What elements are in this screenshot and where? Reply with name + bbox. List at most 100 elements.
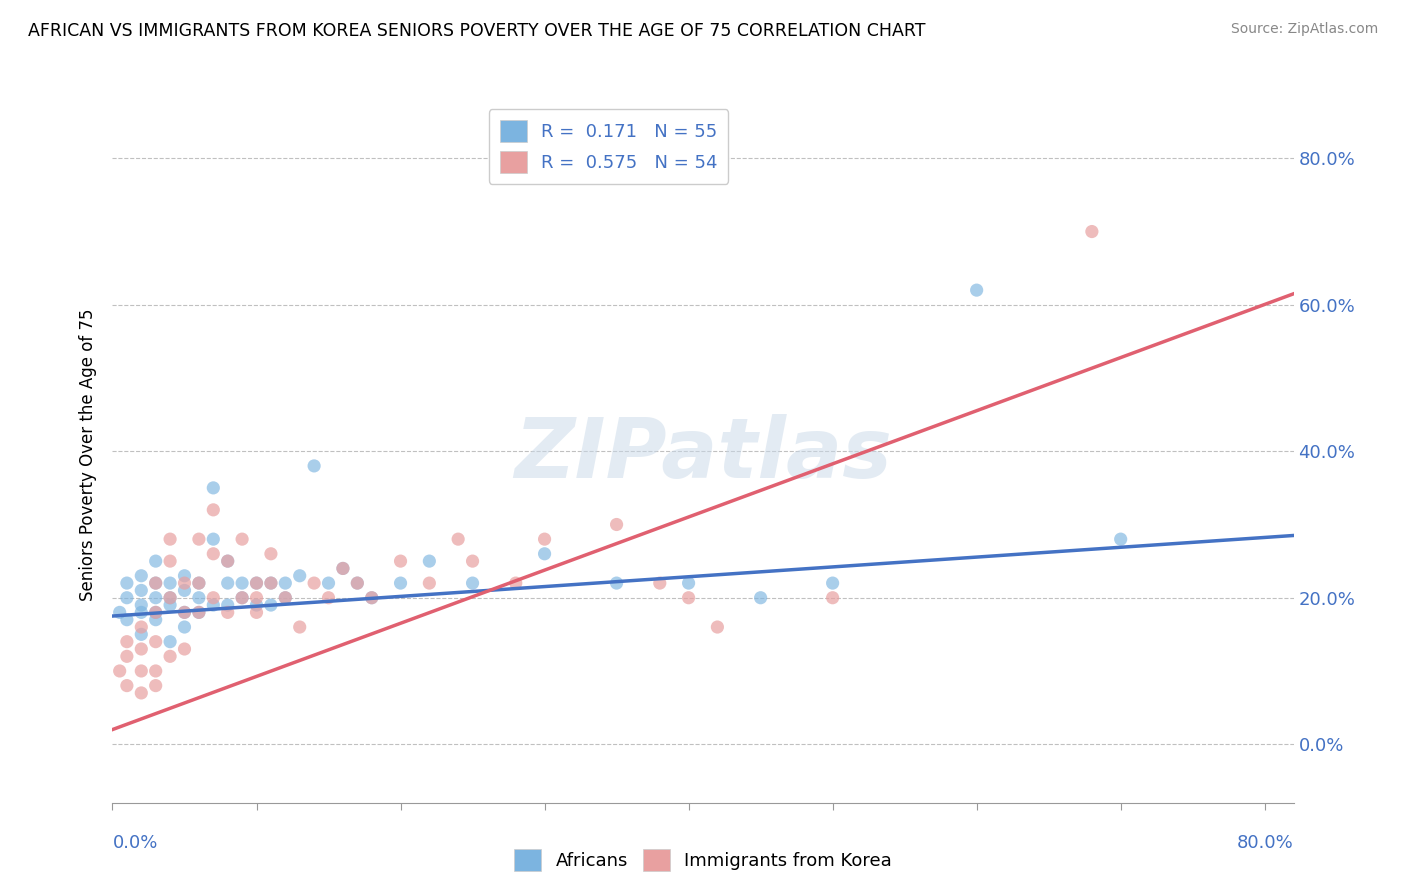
Point	[274, 591, 297, 605]
Point	[129, 568, 152, 582]
Point	[108, 606, 131, 620]
Point	[115, 679, 138, 693]
Point	[202, 547, 225, 561]
Point	[461, 554, 484, 568]
Point	[1109, 532, 1132, 546]
Point	[245, 598, 267, 612]
Point	[217, 576, 239, 591]
Point	[159, 532, 181, 546]
Point	[302, 576, 325, 591]
Point	[145, 576, 167, 591]
Point	[231, 591, 253, 605]
Point	[187, 576, 209, 591]
Point	[173, 583, 195, 598]
Text: ZIPatlas: ZIPatlas	[515, 415, 891, 495]
Point	[360, 591, 382, 605]
Point	[260, 576, 283, 591]
Point	[202, 481, 225, 495]
Point	[145, 606, 167, 620]
Point	[231, 532, 253, 546]
Point	[346, 576, 368, 591]
Point	[173, 620, 195, 634]
Point	[217, 554, 239, 568]
Point	[648, 576, 671, 591]
Point	[302, 458, 325, 473]
Text: AFRICAN VS IMMIGRANTS FROM KOREA SENIORS POVERTY OVER THE AGE OF 75 CORRELATION : AFRICAN VS IMMIGRANTS FROM KOREA SENIORS…	[28, 22, 925, 40]
Point	[159, 576, 181, 591]
Point	[173, 576, 195, 591]
Point	[173, 642, 195, 657]
Point	[1081, 225, 1104, 239]
Text: 80.0%: 80.0%	[1237, 834, 1294, 852]
Point	[533, 547, 555, 561]
Point	[231, 591, 253, 605]
Point	[418, 576, 440, 591]
Point	[332, 561, 354, 575]
Point	[115, 613, 138, 627]
Point	[145, 664, 167, 678]
Point	[606, 576, 628, 591]
Legend: R =  0.171   N = 55, R =  0.575   N = 54: R = 0.171 N = 55, R = 0.575 N = 54	[489, 109, 728, 184]
Point	[274, 591, 297, 605]
Point	[145, 576, 167, 591]
Point	[145, 679, 167, 693]
Text: Source: ZipAtlas.com: Source: ZipAtlas.com	[1230, 22, 1378, 37]
Point	[115, 649, 138, 664]
Point	[202, 532, 225, 546]
Point	[288, 620, 311, 634]
Point	[159, 554, 181, 568]
Point	[245, 576, 267, 591]
Point	[821, 576, 844, 591]
Point	[159, 591, 181, 605]
Point	[332, 561, 354, 575]
Point	[389, 576, 412, 591]
Point	[678, 576, 700, 591]
Point	[202, 591, 225, 605]
Point	[418, 554, 440, 568]
Point	[533, 532, 555, 546]
Point	[115, 634, 138, 648]
Y-axis label: Seniors Poverty Over the Age of 75: Seniors Poverty Over the Age of 75	[79, 309, 97, 601]
Point	[217, 606, 239, 620]
Legend: Africans, Immigrants from Korea: Africans, Immigrants from Korea	[508, 842, 898, 879]
Point	[145, 606, 167, 620]
Point	[606, 517, 628, 532]
Point	[115, 591, 138, 605]
Point	[187, 591, 209, 605]
Point	[217, 554, 239, 568]
Text: 0.0%: 0.0%	[112, 834, 157, 852]
Point	[245, 576, 267, 591]
Point	[187, 606, 209, 620]
Point	[187, 606, 209, 620]
Point	[129, 598, 152, 612]
Point	[260, 598, 283, 612]
Point	[346, 576, 368, 591]
Point	[966, 283, 988, 297]
Point	[187, 532, 209, 546]
Point	[202, 598, 225, 612]
Point	[389, 554, 412, 568]
Point	[173, 568, 195, 582]
Point	[129, 606, 152, 620]
Point	[260, 547, 283, 561]
Point	[231, 576, 253, 591]
Point	[129, 686, 152, 700]
Point	[145, 613, 167, 627]
Point	[260, 576, 283, 591]
Point	[360, 591, 382, 605]
Point	[461, 576, 484, 591]
Point	[821, 591, 844, 605]
Point	[129, 664, 152, 678]
Point	[173, 606, 195, 620]
Point	[129, 620, 152, 634]
Point	[678, 591, 700, 605]
Point	[129, 627, 152, 641]
Point	[318, 576, 340, 591]
Point	[129, 642, 152, 657]
Point	[274, 576, 297, 591]
Point	[245, 606, 267, 620]
Point	[505, 576, 527, 591]
Point	[447, 532, 470, 546]
Point	[159, 591, 181, 605]
Point	[217, 598, 239, 612]
